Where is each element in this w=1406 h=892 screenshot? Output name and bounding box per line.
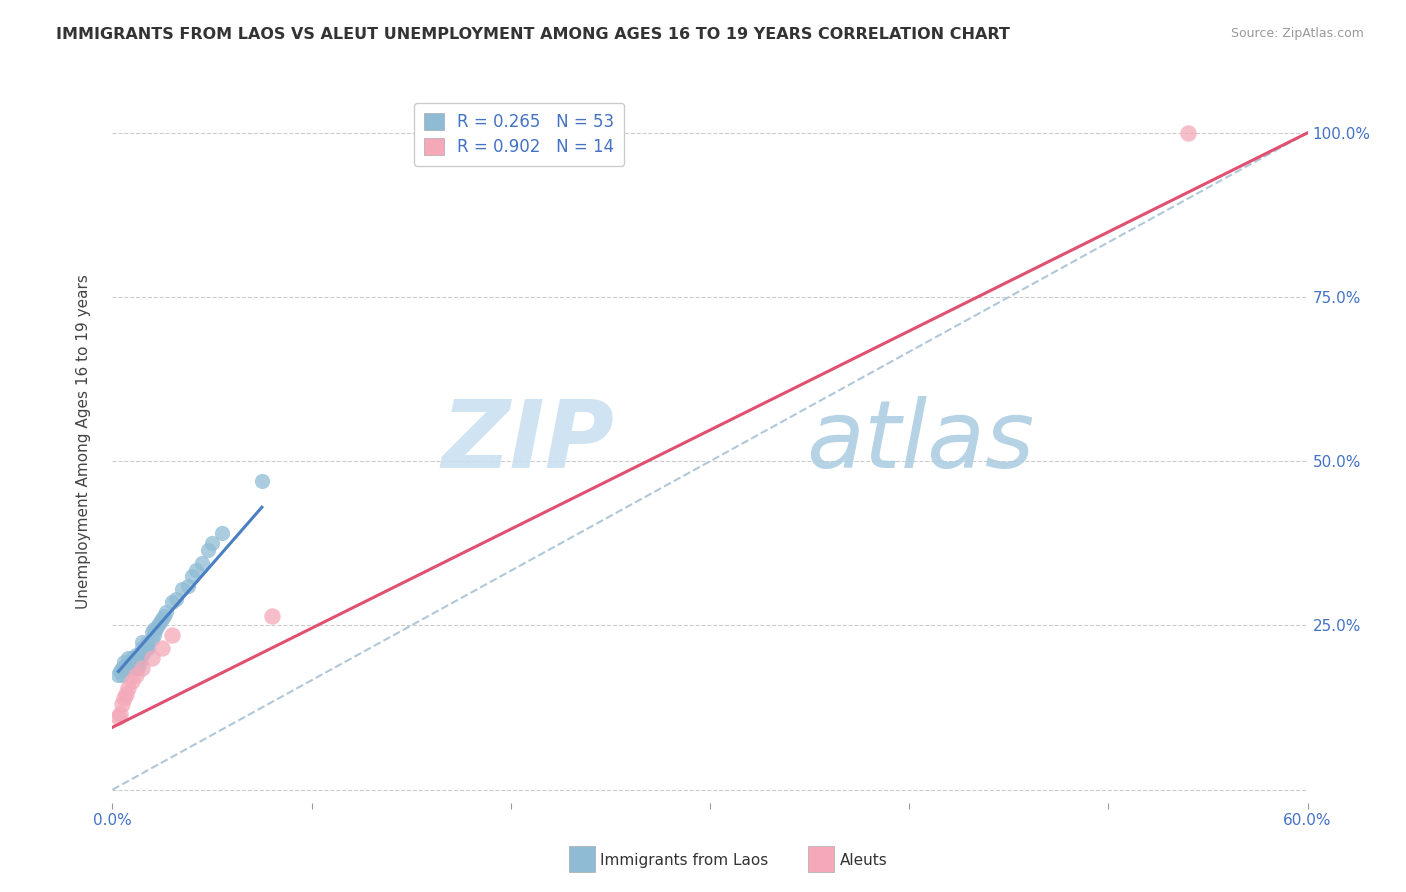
Point bbox=[150, 612, 173, 626]
Text: Immigrants from Laos: Immigrants from Laos bbox=[600, 854, 769, 868]
Point bbox=[153, 608, 176, 623]
Text: Aleuts: Aleuts bbox=[839, 854, 887, 868]
Point bbox=[201, 536, 224, 550]
Point bbox=[143, 622, 166, 636]
Point bbox=[115, 661, 138, 675]
Point bbox=[111, 667, 134, 681]
Point bbox=[131, 641, 153, 656]
Point bbox=[131, 661, 153, 675]
Point bbox=[120, 655, 142, 669]
Point bbox=[150, 641, 173, 656]
Point bbox=[141, 625, 163, 640]
Point bbox=[162, 595, 183, 609]
Point bbox=[134, 645, 156, 659]
Point bbox=[141, 651, 163, 665]
Point bbox=[129, 655, 152, 669]
Point bbox=[135, 638, 157, 652]
Point bbox=[165, 592, 187, 607]
Point bbox=[148, 618, 170, 632]
Point bbox=[107, 710, 129, 724]
Point bbox=[125, 661, 148, 675]
Point bbox=[260, 608, 283, 623]
Point bbox=[125, 667, 148, 681]
Point bbox=[124, 661, 146, 675]
Point bbox=[114, 690, 135, 705]
Point bbox=[250, 474, 273, 488]
Point bbox=[111, 698, 134, 712]
Point bbox=[110, 707, 132, 722]
Point bbox=[145, 622, 167, 636]
Point bbox=[117, 681, 139, 695]
Point bbox=[131, 635, 153, 649]
Point bbox=[125, 655, 148, 669]
Point bbox=[177, 579, 200, 593]
Point bbox=[120, 661, 142, 675]
Point bbox=[127, 651, 149, 665]
Point bbox=[191, 556, 214, 570]
Point bbox=[115, 687, 138, 701]
Point bbox=[172, 582, 194, 597]
Legend: R = 0.265   N = 53, R = 0.902   N = 14: R = 0.265 N = 53, R = 0.902 N = 14 bbox=[413, 103, 624, 166]
Point bbox=[111, 661, 134, 675]
Text: atlas: atlas bbox=[806, 396, 1033, 487]
Point bbox=[127, 661, 149, 675]
Point bbox=[124, 651, 146, 665]
Point bbox=[138, 641, 160, 656]
Point bbox=[162, 628, 183, 642]
Point bbox=[114, 655, 135, 669]
Point bbox=[135, 641, 157, 656]
Point bbox=[134, 641, 156, 656]
Text: IMMIGRANTS FROM LAOS VS ALEUT UNEMPLOYMENT AMONG AGES 16 TO 19 YEARS CORRELATION: IMMIGRANTS FROM LAOS VS ALEUT UNEMPLOYME… bbox=[56, 27, 1010, 42]
Point bbox=[1177, 126, 1199, 140]
Point bbox=[121, 657, 143, 672]
Point bbox=[117, 651, 139, 665]
Point bbox=[141, 632, 163, 646]
Point bbox=[131, 648, 153, 662]
Point bbox=[143, 628, 166, 642]
Text: Source: ZipAtlas.com: Source: ZipAtlas.com bbox=[1230, 27, 1364, 40]
Point bbox=[211, 526, 233, 541]
Point bbox=[197, 542, 219, 557]
Point bbox=[149, 615, 172, 630]
Text: ZIP: ZIP bbox=[441, 395, 614, 488]
Point bbox=[107, 667, 129, 681]
Point bbox=[121, 661, 143, 675]
Point bbox=[138, 635, 160, 649]
Point bbox=[125, 648, 148, 662]
Point bbox=[121, 651, 143, 665]
Point bbox=[115, 657, 138, 672]
Point bbox=[186, 563, 208, 577]
Point bbox=[181, 569, 204, 583]
Point bbox=[114, 661, 135, 675]
Y-axis label: Unemployment Among Ages 16 to 19 years: Unemployment Among Ages 16 to 19 years bbox=[76, 274, 91, 609]
Point bbox=[117, 661, 139, 675]
Point bbox=[121, 674, 143, 689]
Point bbox=[155, 605, 177, 619]
Point bbox=[110, 665, 132, 679]
